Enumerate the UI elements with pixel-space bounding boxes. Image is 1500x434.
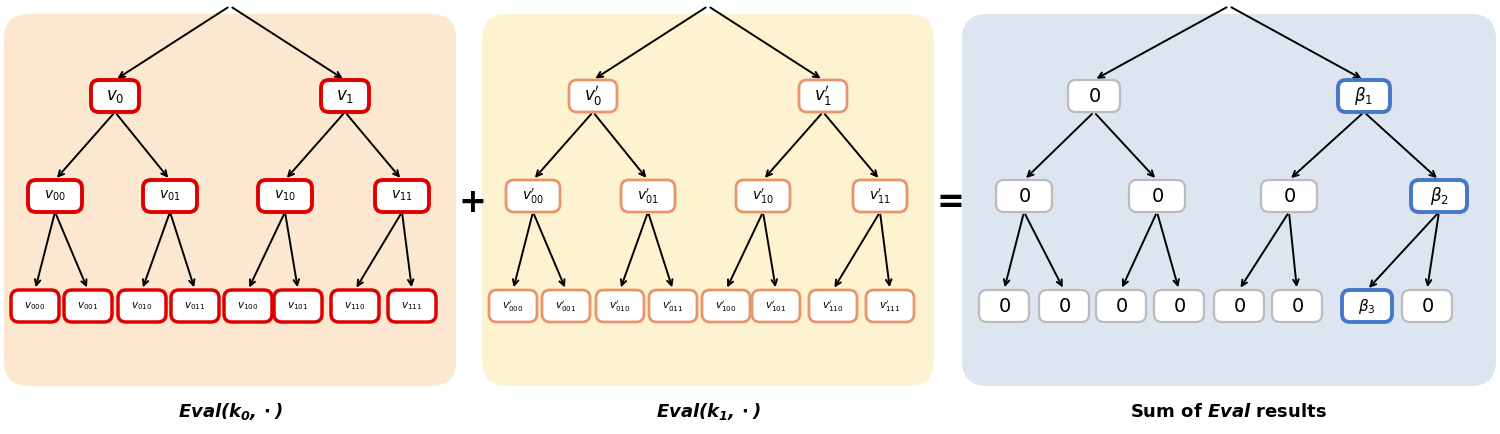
FancyBboxPatch shape — [1130, 180, 1185, 212]
Text: $v_{001}'$: $v_{001}'$ — [555, 298, 576, 314]
Text: $v_{00}$: $v_{00}$ — [44, 189, 66, 203]
Text: $v_{01}'$: $v_{01}'$ — [638, 186, 658, 206]
Text: $v_{110}'$: $v_{110}'$ — [822, 298, 844, 314]
FancyBboxPatch shape — [224, 290, 272, 322]
Text: $v_{11}$: $v_{11}$ — [392, 189, 412, 203]
Text: $v_{11}'$: $v_{11}'$ — [868, 186, 891, 206]
Text: $0$: $0$ — [1150, 187, 1164, 206]
FancyBboxPatch shape — [596, 290, 644, 322]
Text: $0$: $0$ — [1017, 187, 1031, 206]
Text: $v_{10}'$: $v_{10}'$ — [752, 186, 774, 206]
Text: $v_{10}$: $v_{10}$ — [274, 189, 296, 203]
FancyBboxPatch shape — [621, 180, 675, 212]
Text: $v_{011}$: $v_{011}$ — [184, 300, 206, 312]
FancyBboxPatch shape — [650, 290, 698, 322]
Text: +: + — [458, 185, 486, 218]
FancyBboxPatch shape — [388, 290, 436, 322]
FancyBboxPatch shape — [568, 80, 616, 112]
FancyBboxPatch shape — [4, 14, 456, 386]
Text: $0$: $0$ — [1058, 296, 1071, 316]
Text: $v_{111}$: $v_{111}$ — [402, 300, 423, 312]
FancyBboxPatch shape — [321, 80, 369, 112]
FancyBboxPatch shape — [702, 290, 750, 322]
FancyBboxPatch shape — [1338, 80, 1390, 112]
Text: $\bfit{Eval(k_0,\cdot)}$: $\bfit{Eval(k_0,\cdot)}$ — [177, 401, 282, 423]
FancyBboxPatch shape — [142, 180, 196, 212]
FancyBboxPatch shape — [375, 180, 429, 212]
FancyBboxPatch shape — [853, 180, 907, 212]
FancyBboxPatch shape — [1068, 80, 1120, 112]
Text: $v_{010}'$: $v_{010}'$ — [609, 298, 631, 314]
FancyBboxPatch shape — [28, 180, 82, 212]
FancyBboxPatch shape — [1096, 290, 1146, 322]
Text: $v_{111}'$: $v_{111}'$ — [879, 298, 900, 314]
FancyBboxPatch shape — [64, 290, 112, 322]
FancyBboxPatch shape — [996, 180, 1052, 212]
Text: $v_{00}'$: $v_{00}'$ — [522, 186, 544, 206]
FancyBboxPatch shape — [332, 290, 380, 322]
Text: $v_{101}'$: $v_{101}'$ — [765, 298, 786, 314]
FancyBboxPatch shape — [962, 14, 1496, 386]
Text: $v_{001}$: $v_{001}$ — [78, 300, 99, 312]
FancyBboxPatch shape — [800, 80, 847, 112]
Text: $v_1$: $v_1$ — [336, 87, 354, 105]
Text: $v_{01}$: $v_{01}$ — [159, 189, 182, 203]
Text: $v_{110}$: $v_{110}$ — [344, 300, 366, 312]
Text: =: = — [936, 185, 964, 218]
Text: $0$: $0$ — [998, 296, 1011, 316]
Text: $\beta_1$: $\beta_1$ — [1354, 85, 1374, 107]
FancyBboxPatch shape — [489, 290, 537, 322]
FancyBboxPatch shape — [506, 180, 560, 212]
Text: $v_{010}$: $v_{010}$ — [130, 300, 153, 312]
Text: $v_0$: $v_0$ — [106, 87, 124, 105]
FancyBboxPatch shape — [1262, 180, 1317, 212]
FancyBboxPatch shape — [482, 14, 934, 386]
FancyBboxPatch shape — [542, 290, 590, 322]
Text: $0$: $0$ — [1088, 86, 1101, 105]
FancyBboxPatch shape — [92, 80, 140, 112]
Text: $0$: $0$ — [1290, 296, 1304, 316]
Text: $v_{000}'$: $v_{000}'$ — [503, 298, 524, 314]
Text: $0$: $0$ — [1114, 296, 1128, 316]
Text: $\bfit{Eval(k_1,\cdot)}$: $\bfit{Eval(k_1,\cdot)}$ — [656, 401, 760, 423]
FancyBboxPatch shape — [865, 290, 913, 322]
Text: $\beta_2$: $\beta_2$ — [1430, 185, 1449, 207]
Text: $v_{100}$: $v_{100}$ — [237, 300, 260, 312]
Text: Sum of $\bfit{Eval}$ results: Sum of $\bfit{Eval}$ results — [1131, 403, 1328, 421]
FancyBboxPatch shape — [171, 290, 219, 322]
Text: $v_{100}'$: $v_{100}'$ — [716, 298, 736, 314]
Text: $v_{101}$: $v_{101}$ — [288, 300, 309, 312]
Text: $0$: $0$ — [1233, 296, 1245, 316]
FancyBboxPatch shape — [1214, 290, 1264, 322]
Text: $v_{011}'$: $v_{011}'$ — [663, 298, 684, 314]
FancyBboxPatch shape — [752, 290, 800, 322]
FancyBboxPatch shape — [1402, 290, 1452, 322]
FancyBboxPatch shape — [274, 290, 322, 322]
FancyBboxPatch shape — [1040, 290, 1089, 322]
FancyBboxPatch shape — [10, 290, 58, 322]
Text: $v_{000}$: $v_{000}$ — [24, 300, 46, 312]
FancyBboxPatch shape — [118, 290, 166, 322]
Text: $0$: $0$ — [1173, 296, 1185, 316]
Text: $\beta_3$: $\beta_3$ — [1358, 296, 1376, 316]
FancyBboxPatch shape — [1342, 290, 1392, 322]
Text: $0$: $0$ — [1420, 296, 1434, 316]
Text: $v_1'$: $v_1'$ — [815, 84, 833, 108]
FancyBboxPatch shape — [736, 180, 790, 212]
FancyBboxPatch shape — [980, 290, 1029, 322]
FancyBboxPatch shape — [1272, 290, 1322, 322]
FancyBboxPatch shape — [1412, 180, 1467, 212]
Text: $0$: $0$ — [1282, 187, 1296, 206]
Text: $v_0'$: $v_0'$ — [584, 84, 602, 108]
FancyBboxPatch shape — [808, 290, 856, 322]
FancyBboxPatch shape — [258, 180, 312, 212]
FancyBboxPatch shape — [1154, 290, 1204, 322]
